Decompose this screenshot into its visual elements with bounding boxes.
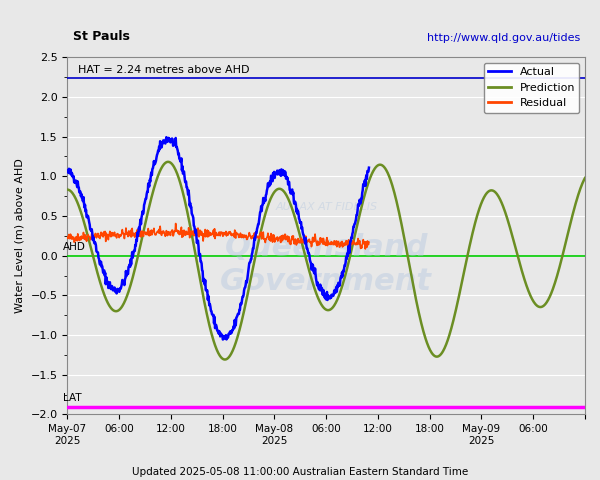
Prediction [581,175,589,181]
Actual [219,336,226,342]
Prediction [293,219,300,225]
Residual [220,230,227,236]
Text: HAT = 2.24 metres above AHD: HAT = 2.24 metres above AHD [78,65,249,75]
Prediction [274,186,281,192]
Residual [64,234,71,240]
Residual [350,240,358,246]
Residual [365,240,373,245]
Text: AHD: AHD [63,242,86,252]
Actual [221,334,228,340]
Actual [365,165,373,170]
Text: AUDAX AT FIDELIS: AUDAX AT FIDELIS [275,202,377,212]
Prediction [64,187,71,192]
Prediction [221,357,229,362]
Text: LAT: LAT [63,393,82,403]
Text: St Pauls: St Pauls [73,30,130,43]
Actual [168,136,175,142]
Actual [163,134,170,140]
Prediction [164,159,172,165]
Line: Prediction: Prediction [67,162,585,360]
Residual [125,228,132,234]
Text: Updated 2025-05-08 11:00:00 Australian Eastern Standard Time: Updated 2025-05-08 11:00:00 Australian E… [132,467,468,477]
Line: Actual: Actual [67,137,369,339]
Text: http://www.qld.gov.au/tides: http://www.qld.gov.au/tides [427,33,580,43]
Actual [64,168,71,174]
Text: Queensland
Government: Queensland Government [220,233,432,296]
Prediction [469,232,476,238]
Residual [346,246,353,252]
Prediction [478,200,485,206]
Legend: Actual, Prediction, Residual: Actual, Prediction, Residual [484,63,580,113]
Prediction [116,306,124,312]
Residual [217,229,224,235]
Residual [139,233,146,239]
Residual [167,229,175,235]
Line: Residual: Residual [67,224,369,249]
Actual [350,224,358,229]
Residual [172,221,179,227]
Prediction [420,330,427,336]
Actual [139,211,146,217]
Actual [125,264,132,270]
Y-axis label: Water Level (m) above AHD: Water Level (m) above AHD [15,158,25,313]
Actual [217,330,224,336]
